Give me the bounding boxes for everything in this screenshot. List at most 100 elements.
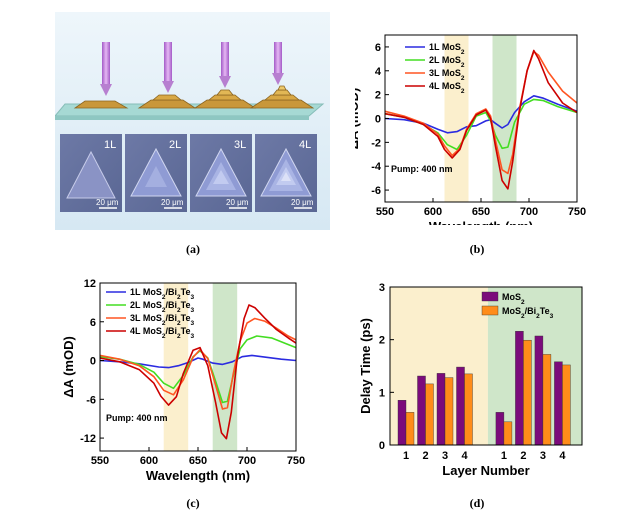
mos2-flakes	[73, 85, 315, 109]
scale-text-3: 20 μm	[226, 198, 249, 207]
legend-label: 3L MoS2	[429, 68, 465, 82]
pump-annotation: Pump: 400 nm	[106, 413, 168, 423]
bar-mos2	[456, 366, 465, 446]
y-tick-label: 3	[379, 282, 385, 294]
legend-label: MoS2	[502, 292, 525, 306]
series-line	[99, 335, 297, 404]
caption-c: (c)	[186, 496, 200, 510]
series-line	[384, 49, 578, 190]
x-tick-label: 650	[189, 455, 207, 467]
bar-mos2	[436, 373, 446, 446]
x-tick-label: 1	[501, 450, 507, 462]
legend-swatch	[481, 305, 499, 316]
bar-mos2-bi2te3	[464, 373, 473, 446]
x-tick-label: 600	[424, 206, 442, 218]
y-tick-label: 2	[375, 90, 381, 102]
x-tick-label: 2	[520, 450, 526, 462]
y-tick-label: 0	[90, 356, 96, 368]
caption-b: (b)	[469, 242, 485, 256]
bar-mos2-bi2te3	[425, 383, 434, 446]
y-tick-label: 6	[90, 317, 96, 329]
x-axis-label: Wavelength (nm)	[146, 468, 250, 483]
series-line	[99, 354, 297, 369]
highlight-band	[492, 35, 517, 202]
x-tick-label: 3	[540, 450, 546, 462]
bar-mos2	[554, 361, 563, 446]
bar-mos2-bi2te3	[562, 364, 571, 446]
scale-text-1: 20 μm	[96, 198, 119, 207]
x-tick-label: 550	[91, 455, 109, 467]
bar-mos2-bi2te3	[405, 412, 415, 446]
highlight-band	[212, 283, 238, 451]
y-axis-label: ΔA (mOD)	[355, 88, 361, 150]
scale-text-4: 20 μm	[291, 198, 314, 207]
tile-label-2l: 2L	[169, 139, 181, 151]
y-tick-label: 12	[84, 278, 96, 290]
legend-label: MoS2/Bi2Te3	[502, 306, 554, 320]
y-tick-label: -6	[371, 185, 381, 197]
bar-mos2	[534, 335, 544, 446]
pump-annotation: Pump: 400 nm	[391, 164, 453, 174]
bar-mos2	[417, 375, 426, 446]
scale-text-2: 20 μm	[161, 198, 184, 207]
bar-mos2-bi2te3	[542, 354, 552, 446]
y-tick-label: 0	[375, 114, 381, 126]
pump-beams	[100, 42, 284, 96]
x-tick-label: 750	[287, 455, 305, 467]
x-tick-label: 4	[559, 450, 566, 462]
x-tick-label: 700	[520, 206, 538, 218]
y-tick-label: 4	[375, 66, 382, 78]
x-tick-label: 4	[461, 450, 468, 462]
highlight-band	[444, 35, 469, 202]
legend-label: 4L MoS2/Bi2Te3	[130, 326, 194, 340]
series-line	[99, 304, 297, 440]
legend-label: 2L MoS2	[429, 55, 465, 69]
legend-label: 1L MoS2	[429, 42, 465, 56]
legend-label: 1L MoS2/Bi2Te3	[130, 287, 194, 301]
series-line	[99, 317, 297, 410]
legend-swatch	[481, 291, 499, 302]
x-tick-label: 600	[140, 455, 158, 467]
bar-mos2-bi2te3	[503, 421, 513, 446]
y-tick-label: -12	[80, 433, 96, 445]
caption-d: (d)	[469, 496, 485, 510]
chart-c: 550 600 650 700 750 -12 -6 0 6 12 Wavelength (nm) Δ…	[61, 278, 305, 483]
caption-a: (a)	[186, 242, 200, 256]
x-tick-label: 700	[238, 455, 256, 467]
optical-images	[60, 134, 317, 212]
legend-label: 2L MoS2/Bi2Te3	[130, 300, 194, 314]
legend-label: 3L MoS2/Bi2Te3	[130, 313, 194, 327]
bar-mos2	[397, 400, 407, 446]
y-tick-label: 6	[375, 42, 381, 54]
tile-label-3l: 3L	[234, 139, 246, 151]
tile-label-1l: 1L	[104, 139, 116, 151]
series-line	[384, 98, 578, 151]
plot-frame	[389, 286, 583, 446]
y-tick-label: -4	[371, 161, 382, 173]
bar-mos2	[515, 331, 524, 446]
y-axis-label: Delay Time (ps)	[358, 318, 373, 414]
panel-a-illustration: 1L 2L 3L 4L 20 μm 20 μm 20 μm 20 μm	[53, 12, 330, 230]
x-tick-label: 750	[568, 206, 586, 218]
x-tick-label: 1	[403, 450, 409, 462]
y-tick-label: 1	[379, 387, 385, 399]
legend-label: 4L MoS2	[429, 81, 465, 95]
x-axis-label: Layer Number	[442, 463, 529, 478]
y-tick-label: 2	[379, 335, 385, 347]
x-tick-label: 2	[422, 450, 428, 462]
panel-a: 1L 2L 3L 4L 20 μm 20 μm 20 μm 20 μm	[53, 12, 330, 230]
x-tick-label: 3	[442, 450, 448, 462]
tile-label-4l: 4L	[299, 139, 311, 151]
y-tick-label: -6	[86, 394, 96, 406]
y-axis-label: ΔA (mOD)	[61, 336, 76, 398]
x-tick-label: 650	[472, 206, 490, 218]
substrate-front	[55, 116, 309, 120]
chart-b: 550 600 650 700 750 -6 -4 -2 0 2 4 6 Wavelength (nm)…	[355, 34, 586, 225]
x-tick-label: 550	[376, 206, 394, 218]
bar-mos2-bi2te3	[523, 339, 532, 446]
bar-mos2-bi2te3	[444, 377, 454, 446]
bar-mos2	[495, 412, 505, 446]
x-axis-label: Wavelength (nm)	[429, 219, 533, 225]
y-tick-label: 0	[379, 440, 385, 452]
